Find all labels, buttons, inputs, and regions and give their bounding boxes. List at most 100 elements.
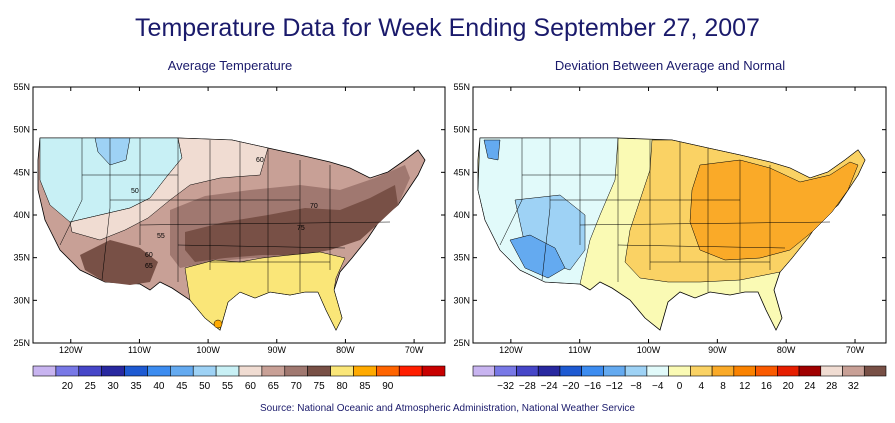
right-colorbar-label: 8 [720,381,726,392]
left-colorbar-swatch [330,365,354,377]
left-colorbar-swatch [284,365,308,377]
left-colorbar-swatch [124,365,148,377]
left-colorbar-label: 55 [222,381,234,392]
source-credit: Source: National Oceanic and Atmospheric… [259,403,635,414]
left-colorbar-swatch [307,365,331,377]
left-colorbar-label: 25 [85,381,97,392]
right-nw-cold [483,139,501,161]
right-colorbar-label: −32 [497,381,514,392]
left-colorbar: 20 25 30 35 40 45 50 55 60 65 70 75 80 85 90 [32,365,446,392]
right-colorbar-swatch [820,365,843,377]
left-colorbar-label: 45 [176,381,188,392]
left-map-title: Average Temperature [167,58,293,73]
left-colorbar-label: 75 [314,381,326,392]
right-lon-label: 110W [568,345,591,355]
right-colorbar-swatch [798,365,822,377]
right-colorbar-label: 24 [804,381,816,392]
right-lat-label: 35N [453,253,470,263]
contour-label: 75 [297,225,305,232]
left-80-band [184,251,346,331]
right-colorbar-swatch [668,365,691,377]
left-lon-label: 120W [59,345,83,355]
right-colorbar-label: 0 [677,381,683,392]
left-60-band [69,137,269,241]
left-colorbar-label: 30 [108,381,120,392]
left-colorbar-label: 60 [245,381,257,392]
left-lat-label: 35N [13,253,30,263]
left-colorbar-swatch [421,365,446,377]
right-colorbar-label: −4 [652,381,664,392]
left-colorbar-swatch [398,365,423,377]
left-lat-label: 40N [13,210,30,220]
contour-label: 60 [145,252,153,259]
right-lat-label: 50N [453,125,470,135]
left-colorbar-label: 85 [359,381,371,392]
right-lat-label: 55N [453,82,470,92]
right-colorbar-label: −12 [606,381,623,392]
left-map: 60 50 55 60 65 70 75 55N 50N 45N 40N 35N 30N 2… [13,82,446,355]
left-colorbar-label: 20 [62,381,74,392]
right-colorbar-swatch [516,365,539,377]
left-colorbar-label: 35 [130,381,142,392]
right-colorbar-swatch [646,365,669,377]
right-colorbar-swatch [863,365,887,377]
contour-label: 55 [157,233,165,240]
left-state-lines [59,138,391,292]
right-colorbar-swatch [755,365,778,377]
left-colorbar-swatch [101,365,125,377]
right-colorbar-label: 20 [783,381,795,392]
right-colorbar-swatch [624,365,648,377]
right-lon-label: 90W [708,345,727,355]
right-colorbar-swatch [711,365,735,377]
contour-label: 70 [310,203,318,210]
left-colorbar-label: 70 [291,381,303,392]
right-colorbar-swatch [537,365,561,377]
left-lat-label: 50N [13,125,30,135]
left-colorbar-label: 90 [382,381,394,392]
left-lon-label: 100W [196,345,220,355]
right-colorbar-label: 16 [761,381,773,392]
left-colorbar-swatch [78,365,102,377]
left-colorbar-swatch [238,365,263,377]
right-lon-label: 70W [846,345,865,355]
right-colorbar-swatch [690,365,713,377]
right-colorbar-label: 4 [698,381,704,392]
right-lat-label: 25N [453,338,470,348]
right-colorbar-swatch [494,365,517,377]
left-colorbar-label: 65 [268,381,280,392]
left-colorbar-swatch [215,365,240,377]
right-colorbar-swatch [581,365,604,377]
left-lon-label: 80W [336,345,355,355]
right-colorbar-label: −28 [519,381,536,392]
left-lon-label: 70W [405,345,424,355]
right-colorbar-swatch [777,365,800,377]
right-colorbar-label: 12 [739,381,751,392]
left-colorbar-label: 50 [199,381,211,392]
right-colorbar-label: −16 [584,381,601,392]
left-cold-pocket [94,137,131,166]
left-lat-label: 55N [13,82,30,92]
left-lat-label: 45N [13,167,30,177]
left-75-band [185,185,398,262]
right-colorbar-swatch [842,365,865,377]
page-title: Temperature Data for Week Ending Septemb… [135,14,760,42]
right-colorbar-label: −8 [630,381,642,392]
left-colorbar-swatch [55,365,80,377]
right-colorbar-label: 28 [826,381,838,392]
left-sw-hot [80,240,158,285]
right-colorbar-label: −20 [562,381,579,392]
right-lon-label: 80W [777,345,796,355]
right-colorbar-label: −24 [541,381,558,392]
left-colorbar-swatch [147,365,171,377]
right-lon-label: 100W [637,345,661,355]
contour-label: 60 [256,157,264,164]
right-colorbar-swatch [472,365,496,377]
left-colorbar-swatch [32,365,57,377]
right-colorbar-label: 32 [848,381,860,392]
right-warmer-region [689,159,859,261]
left-colorbar-swatch [170,365,194,377]
right-lat-label: 45N [453,167,470,177]
left-lat-label: 25N [13,338,30,348]
contour-label: 50 [131,188,139,195]
